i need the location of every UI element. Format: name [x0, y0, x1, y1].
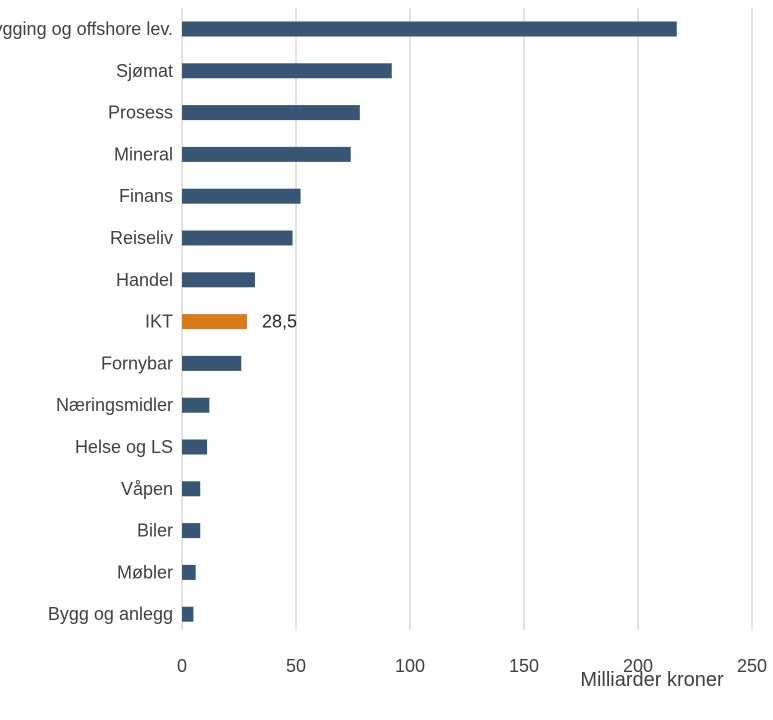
bar	[182, 272, 255, 288]
x-tick-labels: 0 50 100 150 200 250	[177, 656, 767, 676]
bar	[182, 63, 392, 79]
bar	[182, 564, 196, 580]
x-tick-label: 100	[395, 656, 425, 676]
category-label: Reiseliv	[110, 228, 173, 248]
bar	[182, 188, 301, 204]
bar	[182, 314, 247, 330]
bar	[182, 230, 293, 246]
category-label: Helse og LS	[75, 437, 173, 457]
category-label: Finans	[119, 186, 173, 206]
bar	[182, 355, 242, 371]
category-label: IKT	[145, 312, 173, 332]
bar	[182, 439, 208, 455]
category-label: Prosess	[108, 103, 173, 123]
bars	[182, 21, 677, 622]
category-label: Mineral	[114, 144, 173, 164]
category-label: Næringsmidler	[56, 395, 173, 415]
x-tick-label: 200	[623, 656, 653, 676]
x-tick-label: 150	[509, 656, 539, 676]
bar	[182, 21, 677, 37]
bar	[182, 397, 210, 413]
bar	[182, 105, 360, 121]
bar	[182, 146, 351, 162]
bar	[182, 481, 201, 497]
category-label: Biler	[137, 521, 173, 541]
category-label: Fornybar	[101, 353, 173, 373]
x-tick-label: 0	[177, 656, 187, 676]
x-tick-label: 50	[286, 656, 306, 676]
bar	[182, 606, 194, 622]
category-label: Sjømat	[116, 61, 173, 81]
bar	[182, 523, 201, 539]
category-label: Handel	[116, 270, 173, 290]
x-axis-title: Milliarder kroner	[580, 669, 724, 691]
category-label: Møbler	[117, 562, 173, 582]
category-label: Olje, gass, skipsbygging og offshore lev…	[0, 19, 173, 39]
data-label: 28,5	[262, 312, 297, 332]
data-labels: 28,5	[262, 312, 297, 332]
category-label: Bygg og anlegg	[48, 604, 173, 624]
category-labels: Olje, gass, skipsbygging og offshore lev…	[0, 19, 173, 624]
x-tick-label: 250	[737, 656, 767, 676]
category-label: Våpen	[121, 479, 173, 499]
